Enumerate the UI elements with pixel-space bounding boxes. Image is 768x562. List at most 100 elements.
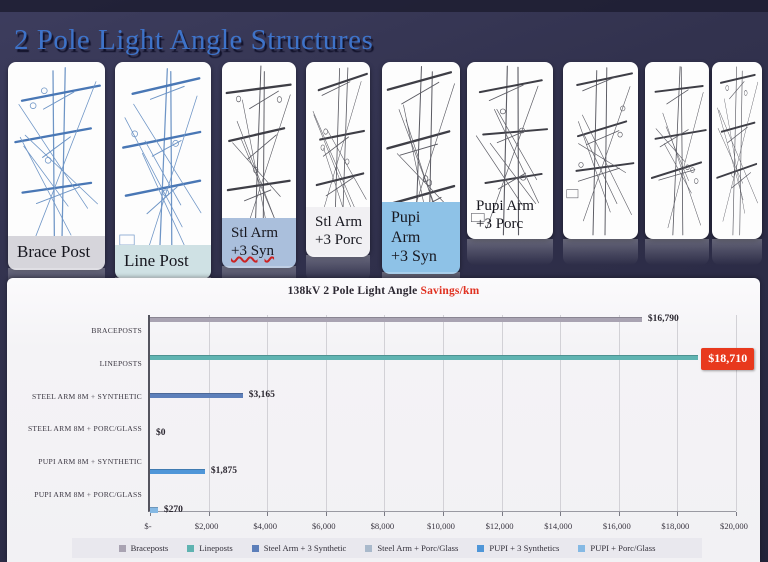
bar-pupi-arm-8m-porc-glass [150,507,158,513]
legend-label: PUPI + 3 Synthetics [489,543,560,553]
structure-card-pupi-arm-3-porc: Pupi Arm +3 Porc [467,62,553,265]
chart-legend: Braceposts Lineposts Steel Arm + 3 Synthet… [72,538,702,558]
legend-swatch-icon [251,544,259,552]
x-axis-tickmark [150,512,151,516]
x-axis-tick-label: $12,000 [485,521,514,531]
structure-label-pupi-arm-3-syn: Pupi Arm +3 Syn [382,202,460,274]
gridline [267,315,269,511]
legend-swatch-icon [187,544,195,552]
legend-label: Braceposts [130,543,169,553]
legend-label: PUPI + Porc/Glass [590,543,656,553]
category-label-lineposts: LINEPOSTS [99,359,142,368]
gridline [443,315,444,511]
bar-steel-arm-8m-synthetic [150,392,243,399]
gridline [384,315,386,511]
structure-label-line: Arm [391,228,421,246]
legend-swatch-icon [477,544,485,552]
x-axis-tickmark [618,512,620,516]
x-axis-tick-label: $18,000 [661,521,690,531]
x-axis-tick-label: $- [144,521,152,531]
legend-item-lineposts: Lineposts [187,543,233,553]
x-axis-tick-label: $6,000 [311,521,336,531]
structure-card-unlabeled-structure-9 [712,62,762,265]
x-axis-tick-label: $8,000 [370,521,395,531]
gridline [501,315,503,511]
x-axis-tickmark [677,512,679,516]
legend-swatch-icon [118,544,126,552]
structure-drawing-icon [716,66,759,236]
structure-drawing-icon [566,67,635,236]
legend-item-braceposts: Braceposts [118,543,169,553]
x-axis-tickmark [736,512,737,516]
legend-swatch-icon [365,544,373,552]
value-label-steel-arm-8m-porc-glass: $0 [156,428,166,439]
slide-title: 2 Pole Light Angle Structures [14,24,374,56]
x-axis-tick-label: $10,000 [427,521,455,531]
x-axis-tickmark [384,512,386,516]
category-label-braceposts: BRACEPOSTS [91,326,142,336]
x-axis-tick-label: $14,000 [544,521,573,531]
structure-label-line: +3 Porc [315,232,363,248]
structure-label-pupi-arm-3-porc: Pupi Arm +3 Porc [467,191,553,241]
gridline [325,315,327,511]
gridline [560,315,562,511]
legend-label: Steel Arm + 3 Synthetic [263,543,347,553]
structure-label-stl-arm-3-syn: Stl Arm +3 Syn [222,218,296,268]
gridline [736,315,737,511]
category-label-steel-arm-8m-synthetic: STEEL ARM 8M + SYNTHETIC [32,391,142,401]
structure-label-line: +3 Porc [476,216,524,232]
gridline [618,315,620,511]
structure-label-line: Brace Post [17,241,91,261]
x-axis-tick-label: $2,000 [194,521,219,531]
value-label-steel-arm-8m-synthetic: $3,165 [248,390,275,401]
legend-item-pupi-porc-glass: PUPI + Porc/Glass [578,543,655,553]
x-axis-tickmark [443,512,444,516]
legend-label: Lineposts [199,543,233,553]
bar-lineposts [150,354,699,361]
value-label-lineposts: $18,710 [701,347,755,370]
structure-card-pupi-arm-3-syn: Pupi Arm +3 Syn [382,62,460,298]
structure-label-line: +3 Syn [391,247,437,265]
structure-drawing-icon [119,68,202,273]
chart-title: 138kV 2 Pole Light Angle Savings/km [7,285,760,297]
structure-label-line: +3 Syn [231,243,275,259]
x-axis-tick-label: $16,000 [602,521,631,531]
structure-label-line: Stl Arm [231,225,279,241]
structure-drawing-icon [650,66,707,236]
bar-braceposts [150,316,642,322]
x-axis-tickmark [208,512,210,516]
value-label-pupi-arm-8m-porc-glass: $270 [163,504,183,515]
structure-card-unlabeled-structure-7 [563,62,638,265]
chart-title-main: 138kV 2 Pole Light Angle [287,285,421,297]
card-reflection [563,239,638,265]
structure-label-line: Pupi [391,209,421,227]
chart-title-highlight: Savings/km [420,285,480,297]
structure-label-stl-arm-3-porc: Stl Arm +3 Porc [306,207,370,257]
chart-plot [148,315,737,516]
structure-label-brace-post: Brace Post [8,235,105,270]
bar-pupi-arm-8m-synthetic [150,468,205,475]
x-axis-tickmark [325,512,327,516]
legend-item-steel-arm-3-synthetic: Steel Arm + 3 Synthetic [251,543,347,553]
structure-label-line: Stl Arm [315,214,363,230]
x-axis-tickmark [560,512,562,516]
legend-swatch-icon [578,544,586,552]
card-reflection [467,239,553,265]
structure-drawing-icon [470,65,549,236]
structure-drawing-icon [14,67,101,264]
legend-item-steel-arm-porc-glass: Steel Arm + Porc/Glass [365,543,458,553]
category-label-steel-arm-8m-porc-glass: STEEL ARM 8M + PORC/GLASS [27,424,142,434]
x-axis-tick-label: $4,000 [253,521,277,531]
structure-card-line-post: Line Post [115,62,211,303]
card-reflection [645,239,709,265]
x-axis-tickmark [501,512,503,516]
structure-label-line: Pupi Arm [476,198,534,214]
legend-label: Steel Arm + Porc/Glass [377,543,459,553]
card-reflection [712,239,762,265]
x-axis-tickmark [267,512,269,516]
structure-card-brace-post: Brace Post [8,62,105,294]
gridline [208,315,210,511]
category-label-pupi-arm-8m-porc-glass: PUPI ARM 8M + PORC/GLASS [34,489,142,499]
x-axis-tick-label: $20,000 [720,521,748,531]
